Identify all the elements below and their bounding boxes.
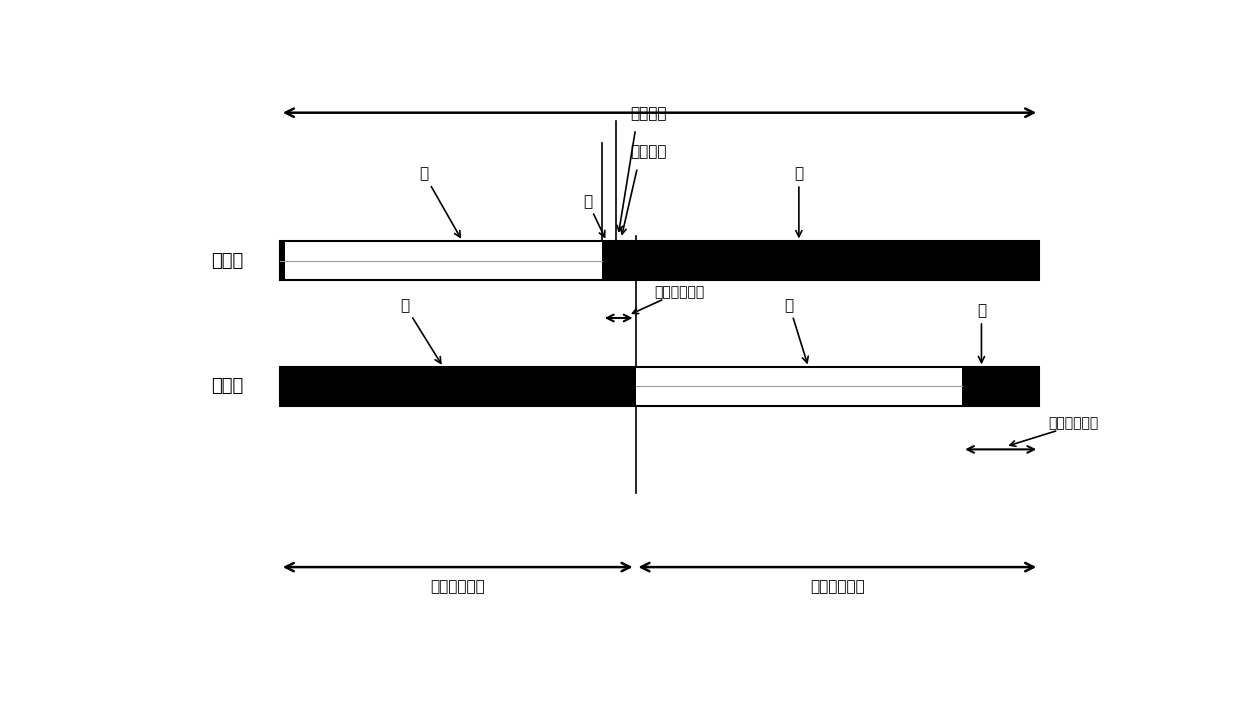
Bar [635,241,1039,279]
Bar [285,241,601,279]
Text: 南北路: 南北路 [211,378,243,395]
Bar [280,368,635,405]
Text: 红: 红 [795,166,804,237]
Text: 黄: 黄 [583,194,605,237]
Text: 第一相位时间: 第一相位时间 [430,579,485,594]
Text: 红: 红 [401,298,441,363]
Bar [280,241,1039,279]
Bar [616,241,635,279]
Text: 维灯间隔时间: 维灯间隔时间 [655,285,706,299]
Text: 信号周期: 信号周期 [631,106,667,121]
Bar [601,241,616,279]
Bar [962,368,1006,405]
Text: 全红时间: 全红时间 [631,144,667,159]
Bar [280,368,1039,405]
Text: 维灯间隔时间: 维灯间隔时间 [1049,417,1099,430]
Text: 第二相位时间: 第二相位时间 [810,579,864,594]
Bar [1006,368,1039,405]
Text: 东西路: 东西路 [211,252,243,269]
Text: 维: 维 [419,166,460,237]
Bar [280,241,285,279]
Text: 维: 维 [785,298,808,363]
Bar [635,368,962,405]
Text: 黄: 黄 [977,304,986,363]
